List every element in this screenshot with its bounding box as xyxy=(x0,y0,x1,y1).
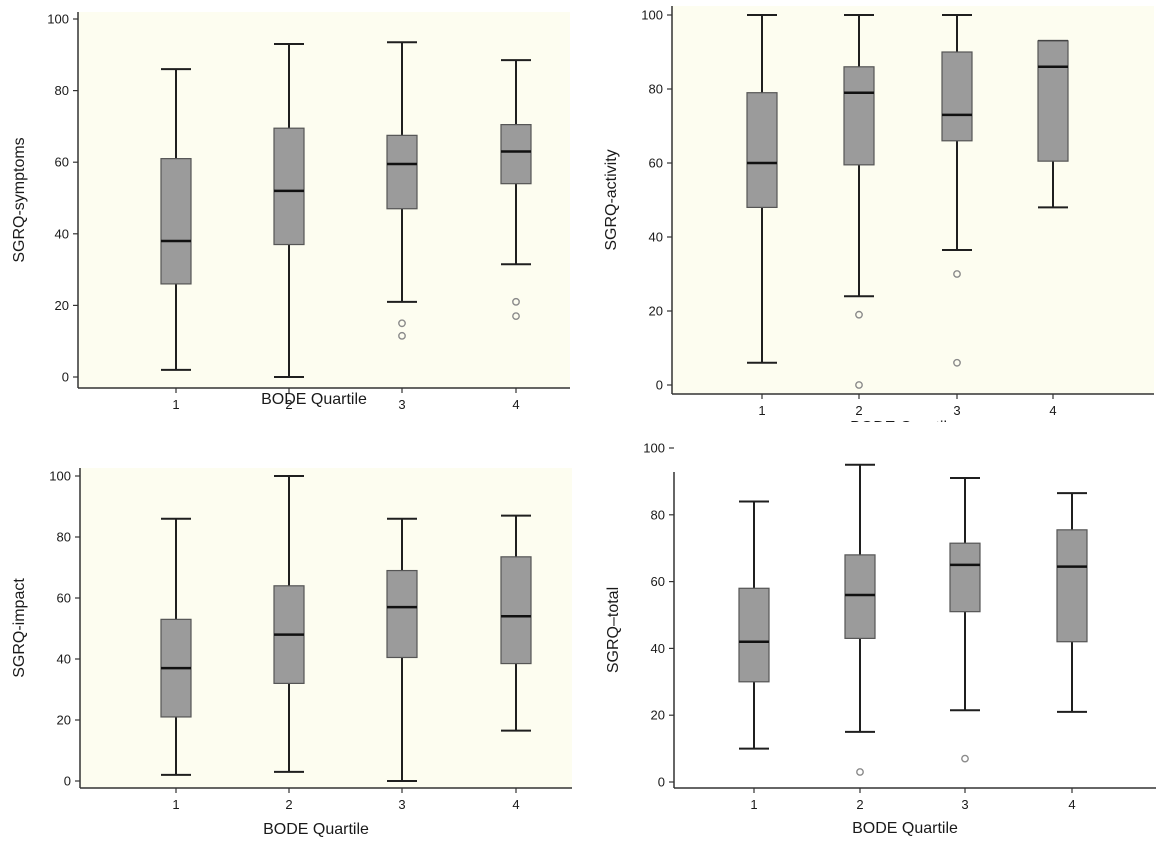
y-tick-label: 60 xyxy=(651,574,665,589)
box-1 xyxy=(160,517,192,776)
y-tick-label: 100 xyxy=(49,469,71,484)
box-4 xyxy=(500,514,532,732)
y-tick-label: 40 xyxy=(55,226,69,241)
box-3 xyxy=(949,477,981,763)
iqr-box xyxy=(500,124,532,185)
box-4 xyxy=(1037,39,1069,209)
iqr-box xyxy=(500,556,532,665)
iqr-box xyxy=(844,554,876,639)
y-tick-label: 20 xyxy=(57,713,71,728)
y-tick-label: 80 xyxy=(57,530,71,545)
y-axis-title: SGRQ-symptoms xyxy=(11,137,28,262)
x-tick-label: 3 xyxy=(398,397,405,412)
y-tick-label: 40 xyxy=(57,652,71,667)
y-tick-label: 80 xyxy=(651,507,665,522)
box-1 xyxy=(738,500,770,750)
y-tick-label: 60 xyxy=(649,156,663,171)
x-tick-label: 3 xyxy=(961,797,968,812)
y-tick-label: 20 xyxy=(55,298,69,313)
chart-panel-impact: 0 20 40 60 80 100 1 2 3 4 BODE Quartile SGRQ-impact xyxy=(0,422,582,845)
x-axis-title: BODE Quartile xyxy=(852,820,958,837)
outlier-point xyxy=(856,768,864,776)
y-tick-label: 0 xyxy=(62,370,69,385)
y-tick-label: 20 xyxy=(649,304,663,319)
x-axis-title: BODE Quartile xyxy=(263,821,369,838)
box-1 xyxy=(160,68,192,371)
box-plot-symptoms: 0 20 40 60 80 100 1 2 3 4 BODE Quartile SGRQ-sympto… xyxy=(11,12,570,412)
y-tick-label: 100 xyxy=(641,8,663,23)
y-tick-label: 60 xyxy=(55,155,69,170)
x-tick-label: 2 xyxy=(856,797,863,812)
box-plot-total: 0 20 40 60 80 100 1 2 3 4 BODE Quartile SGRQ–total xyxy=(605,441,1156,837)
box-3 xyxy=(386,41,418,340)
y-tick-label: 60 xyxy=(57,591,71,606)
outlier-point xyxy=(398,331,406,340)
x-tick-label: 3 xyxy=(953,403,960,418)
x-tick-label: 1 xyxy=(758,403,765,418)
outlier-point xyxy=(855,381,863,389)
box-plot-impact: 0 20 40 60 80 100 1 2 3 4 BODE Quartile SGRQ-impact xyxy=(11,468,572,838)
iqr-box xyxy=(1037,40,1069,162)
iqr-box xyxy=(746,92,778,208)
y-axis-title: SGRQ-impact xyxy=(11,578,28,678)
chart-panel-total: 0 20 40 60 80 100 1 2 3 4 BODE Quartile SGRQ–total xyxy=(582,422,1164,845)
iqr-box xyxy=(738,587,770,683)
box-4 xyxy=(1056,492,1088,713)
x-tick-label: 2 xyxy=(285,397,292,412)
iqr-box xyxy=(1056,529,1088,643)
iqr-box xyxy=(843,66,875,166)
plot-area xyxy=(78,12,570,388)
y-tick-label: 80 xyxy=(55,83,69,98)
x-tick-label: 1 xyxy=(172,797,179,812)
outlier-point xyxy=(512,312,520,321)
iqr-box xyxy=(386,569,418,659)
plot-area xyxy=(80,468,572,788)
y-tick-label: 0 xyxy=(658,775,665,790)
iqr-box xyxy=(273,127,305,246)
iqr-box xyxy=(160,158,192,285)
x-tick-label: 2 xyxy=(855,403,862,418)
x-tick-label: 4 xyxy=(1049,403,1056,418)
x-axis-title: BODE Quartile xyxy=(261,391,367,408)
box-2 xyxy=(273,43,305,378)
x-tick-label: 1 xyxy=(750,797,757,812)
y-tick-label: 40 xyxy=(651,641,665,656)
iqr-box xyxy=(949,542,981,613)
y-tick-label: 0 xyxy=(64,774,71,789)
box-1 xyxy=(746,14,778,364)
x-tick-label: 4 xyxy=(512,797,519,812)
y-tick-label: 20 xyxy=(651,708,665,723)
x-tick-label: 4 xyxy=(512,397,519,412)
outlier-point xyxy=(512,297,520,306)
x-tick-label: 1 xyxy=(172,397,179,412)
y-axis-title: SGRQ–total xyxy=(605,587,622,673)
box-2 xyxy=(273,475,305,773)
y-tick-label: 40 xyxy=(649,230,663,245)
outlier-point xyxy=(961,754,969,763)
x-tick-label: 3 xyxy=(398,797,405,812)
outlier-point xyxy=(855,310,863,319)
box-4 xyxy=(500,59,532,321)
box-2 xyxy=(843,14,875,389)
y-tick-label: 80 xyxy=(649,82,663,97)
outlier-point xyxy=(953,270,961,278)
box-2 xyxy=(844,463,876,776)
y-tick-label: 100 xyxy=(47,12,69,27)
box-3 xyxy=(941,14,973,367)
box-3 xyxy=(386,517,418,782)
y-tick-label: 100 xyxy=(643,441,665,456)
y-axis-title: SGRQ-activity xyxy=(603,149,620,250)
x-tick-label: 2 xyxy=(285,797,292,812)
plot-area xyxy=(672,6,1154,394)
x-tick-label: 4 xyxy=(1068,797,1075,812)
outlier-point xyxy=(953,358,961,367)
chart-panel-symptoms: 0 20 40 60 80 100 1 2 3 4 BODE Quartile SGRQ-sympto… xyxy=(0,0,582,422)
iqr-box xyxy=(386,134,418,210)
y-tick-label: 0 xyxy=(656,378,663,393)
outlier-point xyxy=(398,319,406,328)
iqr-box xyxy=(941,51,973,142)
